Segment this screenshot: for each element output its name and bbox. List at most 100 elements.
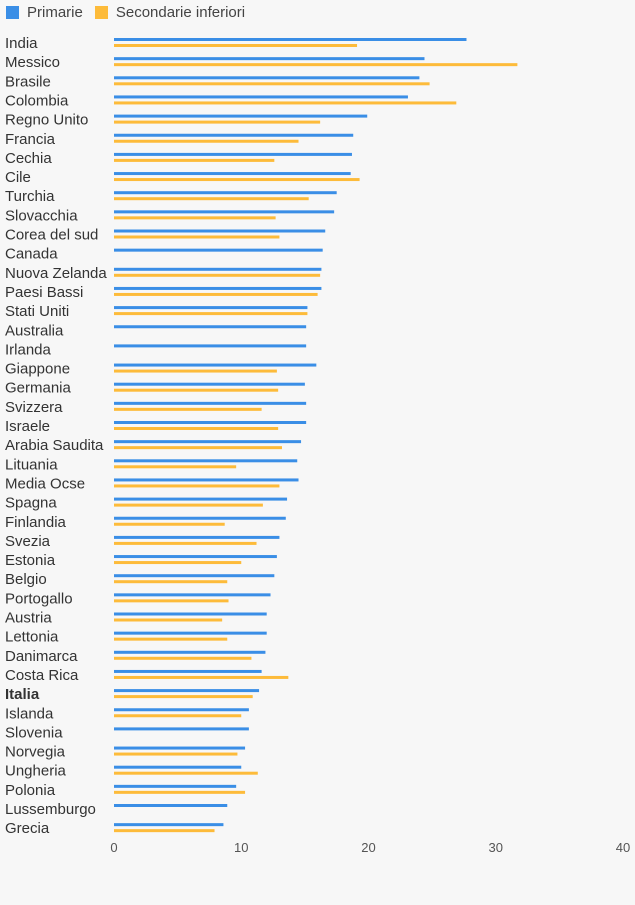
bar-primarie — [114, 650, 266, 654]
bar-primarie — [114, 746, 246, 750]
category-label: Germania — [5, 380, 72, 397]
bar-secondarie — [114, 197, 309, 201]
category-label: Belgio — [5, 571, 47, 588]
bar-secondarie — [114, 541, 257, 545]
bar-primarie — [114, 363, 317, 367]
bar-primarie — [114, 38, 467, 41]
category-label: Lussemburgo — [5, 801, 96, 818]
bar-secondarie — [114, 714, 242, 718]
bar-secondarie — [114, 446, 282, 450]
bar-primarie — [114, 325, 307, 329]
category-label: Svezia — [5, 533, 51, 550]
category-label: Austria — [5, 610, 52, 627]
legend-swatch-secondarie — [94, 6, 108, 19]
bar-primarie — [114, 612, 267, 616]
bar-secondarie — [114, 599, 229, 603]
x-tick-label: 0 — [110, 840, 117, 855]
category-label: Islanda — [5, 705, 54, 722]
bar-secondarie — [114, 752, 238, 756]
category-label: Portogallo — [5, 590, 73, 607]
bar-secondarie — [114, 695, 253, 699]
legend-item-primarie[interactable]: Primarie — [6, 4, 83, 21]
bar-secondarie — [114, 139, 299, 143]
bar-secondarie — [114, 790, 246, 794]
category-label: Svizzera — [5, 399, 63, 416]
category-label: Costa Rica — [5, 667, 79, 684]
bar-primarie — [114, 535, 280, 539]
bar-primarie — [114, 267, 322, 271]
bar-primarie — [114, 497, 288, 501]
bar-primarie — [114, 804, 228, 807]
x-tick-label: 10 — [234, 840, 248, 855]
category-label: Brasile — [5, 73, 51, 90]
bar-primarie — [114, 669, 262, 673]
category-label: Messico — [5, 54, 60, 71]
category-label: Stati Uniti — [5, 303, 69, 320]
bar-secondarie — [114, 637, 228, 641]
x-tick-label: 40 — [616, 840, 630, 855]
bar-primarie — [114, 574, 275, 578]
category-label: Cechia — [5, 150, 52, 167]
bar-secondarie — [114, 829, 215, 833]
bar-primarie — [114, 133, 354, 137]
category-label: Italia — [5, 686, 40, 703]
bar-primarie — [114, 727, 249, 731]
bar-secondarie — [114, 369, 277, 373]
legend-label-primarie: Primarie — [27, 4, 83, 21]
bar-secondarie — [114, 675, 289, 679]
category-label: Lettonia — [5, 629, 59, 646]
bar-primarie — [114, 765, 242, 769]
bar-primarie — [114, 210, 335, 214]
category-label: Polonia — [5, 782, 56, 799]
category-label: Irlanda — [5, 341, 52, 358]
bar-secondarie — [114, 503, 263, 507]
bar-primarie — [114, 172, 351, 176]
category-label: Slovenia — [5, 724, 63, 741]
bar-primarie — [114, 114, 368, 118]
bar-secondarie — [114, 561, 242, 565]
category-label: Finlandia — [5, 514, 67, 531]
bar-primarie — [114, 152, 352, 156]
bar-primarie — [114, 248, 323, 252]
bar-primarie — [114, 823, 224, 827]
bar-primarie — [114, 57, 425, 61]
category-label: Arabia Saudita — [5, 437, 104, 454]
category-label: Media Ocse — [5, 475, 85, 492]
bar-primarie — [114, 191, 337, 195]
category-label: Ungheria — [5, 763, 67, 780]
bar-secondarie — [114, 216, 276, 220]
bar-secondarie — [114, 273, 321, 277]
legend-label-secondarie: Secondarie inferiori — [115, 4, 246, 21]
category-label: Grecia — [5, 820, 50, 837]
bar-secondarie — [114, 407, 262, 411]
bar-secondarie — [114, 580, 228, 584]
bar-primarie — [114, 401, 307, 405]
bar-secondarie — [114, 63, 518, 67]
legend-item-secondarie[interactable]: Secondarie inferiori — [94, 4, 246, 21]
bar-primarie — [114, 95, 408, 99]
bar-primarie — [114, 421, 307, 424]
legend-swatch-primarie — [6, 6, 19, 19]
bar-secondarie — [114, 44, 358, 47]
bar-primarie — [114, 593, 271, 597]
category-label: Francia — [5, 131, 56, 148]
category-label: Australia — [5, 322, 64, 339]
category-label: Corea del sud — [5, 227, 98, 244]
bar-primarie — [114, 440, 302, 444]
category-label: Norvegia — [5, 744, 66, 761]
bar-secondarie — [114, 427, 279, 430]
category-label: Nuova Zelanda — [5, 265, 107, 282]
bar-secondarie — [114, 178, 360, 182]
category-label: Paesi Bassi — [5, 284, 83, 301]
category-label: Estonia — [5, 552, 56, 569]
bar-primarie — [114, 229, 326, 233]
bar-secondarie — [114, 158, 275, 162]
category-label: India — [5, 35, 38, 52]
category-label: Slovacchia — [5, 207, 78, 224]
bar-primarie — [114, 306, 308, 310]
bar-secondarie — [114, 312, 308, 316]
bar-secondarie — [114, 82, 430, 86]
bar-primarie — [114, 382, 305, 386]
